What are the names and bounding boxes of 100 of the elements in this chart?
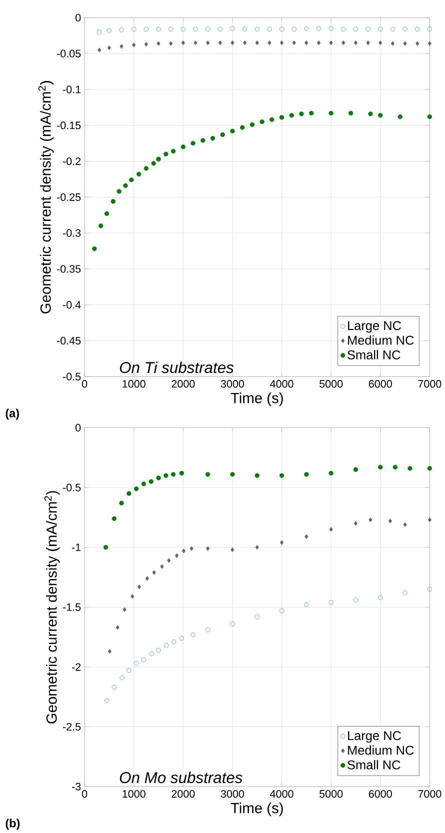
- point: [390, 26, 395, 32]
- x-axis-title: Time (s): [230, 392, 283, 406]
- point: [170, 148, 176, 154]
- point: [340, 26, 346, 32]
- point: [329, 527, 333, 532]
- point: [96, 30, 102, 34]
- point: [193, 40, 198, 46]
- point: [151, 161, 156, 166]
- y-tick-label: -0.5: [62, 372, 80, 380]
- point: [304, 40, 308, 46]
- point: [368, 112, 373, 116]
- point: [132, 42, 136, 48]
- point: [353, 26, 358, 32]
- point: [144, 42, 148, 47]
- y-tick-label: -3: [72, 782, 80, 790]
- point: [192, 26, 198, 32]
- x-tick-label: 0: [82, 790, 87, 798]
- point: [378, 40, 382, 46]
- point: [428, 41, 432, 46]
- y-tick-label: 0: [75, 424, 80, 432]
- text: (a): [6, 408, 19, 420]
- point: [292, 26, 296, 32]
- point: [348, 110, 353, 116]
- point: [170, 472, 176, 477]
- point: [304, 26, 309, 31]
- point: [220, 132, 225, 138]
- x-tick-label: 6000: [368, 380, 392, 388]
- y-tick-label: -0.2: [62, 157, 80, 166]
- point: [156, 41, 160, 46]
- x-tick-label: 5000: [319, 790, 342, 798]
- x-tick-label: 7000: [418, 380, 442, 388]
- point: [181, 40, 185, 46]
- y-tick-label: -0.5: [62, 484, 80, 492]
- point: [366, 40, 370, 46]
- point: [267, 40, 272, 46]
- y-tick-label: 0: [75, 14, 80, 22]
- point: [279, 115, 284, 120]
- point: [122, 607, 126, 612]
- point: [353, 598, 358, 602]
- point: [292, 40, 296, 46]
- point: [255, 544, 259, 550]
- point: [378, 595, 383, 600]
- point: [141, 482, 146, 486]
- y-tick-label: -1.5: [62, 603, 80, 611]
- point: [118, 500, 124, 506]
- x-tick-label: 2000: [172, 380, 195, 388]
- point: [182, 548, 186, 554]
- x-tick-label: 3000: [220, 790, 244, 798]
- point: [104, 211, 109, 216]
- x-tick-label: 0: [82, 380, 87, 388]
- legend-label: Medium NC: [348, 335, 414, 345]
- y-tick-label: -2: [72, 663, 80, 671]
- x-tick-label: 3000: [220, 380, 244, 388]
- point: [328, 470, 334, 476]
- point: [230, 26, 235, 31]
- text: (b): [6, 818, 20, 830]
- point: [116, 189, 122, 194]
- y-tick-label: -0.35: [56, 265, 80, 273]
- point: [205, 628, 210, 632]
- point: [180, 144, 186, 150]
- point: [205, 26, 210, 32]
- y-tick-label: -2.5: [62, 722, 80, 731]
- point: [308, 110, 314, 116]
- point: [298, 112, 304, 116]
- legend-label: Medium NC: [348, 745, 414, 755]
- y-axis-title: Geometric current density (mA/cm$^{2}$): [38, 81, 54, 314]
- point: [279, 473, 284, 478]
- point: [388, 518, 392, 524]
- point: [218, 40, 222, 46]
- point: [141, 657, 146, 662]
- point: [156, 26, 161, 32]
- point: [180, 26, 186, 32]
- point: [390, 41, 394, 46]
- point: [279, 608, 284, 614]
- point: [365, 26, 370, 32]
- point: [378, 112, 383, 118]
- legend-label: Small NC: [347, 350, 400, 360]
- point: [218, 26, 222, 32]
- point: [427, 586, 432, 592]
- y-tick-label: -0.4: [62, 300, 81, 309]
- point: [179, 636, 184, 641]
- annotation: On Ti substrates: [120, 362, 234, 374]
- point: [98, 223, 103, 228]
- y-tick-label: -0.45: [56, 336, 80, 345]
- point: [427, 26, 432, 32]
- point: [103, 544, 108, 550]
- point: [230, 472, 235, 477]
- point: [137, 584, 141, 590]
- point: [120, 44, 124, 49]
- point: [230, 622, 235, 626]
- point: [354, 40, 358, 46]
- point: [92, 246, 97, 252]
- point: [368, 517, 372, 522]
- point: [171, 640, 176, 644]
- point: [353, 467, 358, 472]
- point: [118, 28, 124, 32]
- y-tick-label: -0.1: [62, 86, 80, 94]
- x-tick-label: 5000: [319, 380, 342, 388]
- point: [316, 26, 321, 31]
- point: [163, 473, 168, 478]
